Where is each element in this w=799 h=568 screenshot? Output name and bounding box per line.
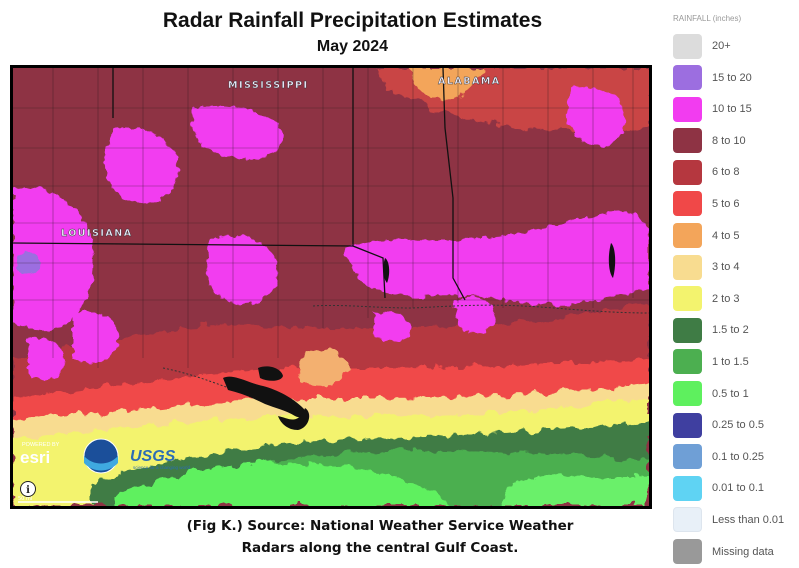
scale-bar: 50 mi bbox=[18, 496, 98, 503]
rain-zone-0.5-1 bbox=[113, 463, 453, 506]
legend-label: 20+ bbox=[712, 40, 731, 52]
legend-label: 6 to 8 bbox=[712, 166, 740, 179]
county-boundaries bbox=[13, 68, 649, 368]
legend-label: 0.1 to 0.25 bbox=[712, 450, 764, 463]
usgs-logo: USGS science for a changing world bbox=[130, 448, 191, 470]
rain-zone-10-15-north bbox=[192, 104, 284, 160]
rain-zone-0.5-1-east bbox=[503, 476, 649, 506]
legend-swatch bbox=[673, 96, 702, 122]
legend-swatch bbox=[673, 159, 702, 185]
legend-label: 1.5 to 2 bbox=[712, 324, 749, 337]
legend-label: 1 to 1.5 bbox=[712, 355, 749, 368]
rain-zone-10-15-coast bbox=[453, 297, 496, 333]
rain-zone-10-15-gulf bbox=[373, 311, 412, 341]
esri-powered-text: POWERED BY bbox=[22, 442, 60, 448]
rain-zone-10-15-northeast bbox=[566, 87, 626, 147]
legend-item: Less than 0.01 bbox=[673, 505, 797, 535]
state-label-louisiana: LOUISIANA bbox=[61, 228, 133, 239]
info-icon-glyph: i bbox=[26, 485, 30, 496]
state-label-alabama: ALABAMA bbox=[438, 76, 501, 87]
legend-swatch bbox=[673, 349, 702, 375]
legend-label: 8 to 10 bbox=[712, 134, 746, 147]
legend-item: 0.1 to 0.25 bbox=[673, 442, 797, 472]
legend-label: Missing data bbox=[712, 545, 774, 558]
legend-item: 1 to 1.5 bbox=[673, 347, 797, 377]
river-delta bbox=[223, 376, 306, 418]
lake-pontchartrain bbox=[258, 366, 283, 381]
legend-items: 20+ 15 to 20 10 to 15 8 to 10 6 to 8 5 to 6 4 … bbox=[673, 31, 797, 567]
esri-logo: POWERED BY esri bbox=[20, 442, 60, 467]
legend-label: 5 to 6 bbox=[712, 197, 740, 210]
legend-item: Missing data bbox=[673, 537, 797, 567]
rain-zone-3-4-east bbox=[298, 348, 348, 387]
legend-swatch bbox=[673, 254, 702, 280]
caption-line-1: (Fig K.) Source: National Weather Servic… bbox=[186, 518, 574, 534]
legend-item: 0.01 to 0.1 bbox=[673, 473, 797, 503]
legend-swatch bbox=[673, 33, 702, 59]
legend-item: 4 to 5 bbox=[673, 221, 797, 251]
legend-title: RAINFALL (inches) bbox=[673, 14, 742, 23]
legend-item: 1.5 to 2 bbox=[673, 315, 797, 345]
legend-item: 3 to 4 bbox=[673, 252, 797, 282]
info-icon-circle[interactable] bbox=[20, 481, 36, 497]
legend-swatch bbox=[673, 286, 702, 312]
scale-bar-label: 50 mi bbox=[18, 496, 32, 502]
legend-item: 2 to 3 bbox=[673, 284, 797, 314]
legend-item: 15 to 20 bbox=[673, 63, 797, 93]
info-icon[interactable]: i bbox=[20, 481, 36, 497]
rain-zone-10-15-central bbox=[207, 234, 279, 304]
legend-label: 0.01 to 0.1 bbox=[712, 482, 764, 495]
legend-item: 0.5 to 1 bbox=[673, 379, 797, 409]
legend-label: 15 to 20 bbox=[712, 71, 752, 84]
state-boundaries bbox=[13, 68, 466, 301]
esri-text: esri bbox=[20, 448, 50, 467]
legend-item: 5 to 6 bbox=[673, 189, 797, 219]
usgs-tagline: science for a changing world bbox=[133, 465, 191, 470]
legend-item: 0.25 to 0.5 bbox=[673, 410, 797, 440]
noaa-logo-wave bbox=[84, 456, 118, 471]
legend-item: 8 to 10 bbox=[673, 126, 797, 156]
legend-swatch bbox=[673, 412, 702, 438]
legend-label: 2 to 3 bbox=[712, 292, 740, 305]
legend-swatch bbox=[673, 539, 702, 564]
legend-item: 10 to 15 bbox=[673, 94, 797, 124]
rain-zone-10-15-west2 bbox=[73, 312, 119, 363]
rain-zone-10-15-southwest bbox=[28, 337, 64, 380]
legend-label: 4 to 5 bbox=[712, 229, 740, 242]
legend-label: Less than 0.01 bbox=[712, 513, 785, 526]
map-subtitle: May 2024 bbox=[316, 38, 389, 55]
noaa-logo bbox=[83, 438, 119, 474]
rain-zone-10-15-swath bbox=[343, 212, 649, 305]
legend-swatch bbox=[673, 65, 702, 91]
legend-swatch bbox=[673, 223, 702, 249]
rain-zone-4-5-north bbox=[408, 68, 483, 100]
mobile-bay-river bbox=[383, 258, 390, 283]
legend-label: 3 to 4 bbox=[712, 261, 740, 274]
rainfall-legend: RAINFALL (inches) 20+ 15 to 20 10 to 15 8 t… bbox=[673, 14, 797, 568]
legend-label: 0.25 to 0.5 bbox=[712, 419, 764, 432]
rain-zone-10-15-northwest bbox=[104, 127, 179, 204]
legend-label: 10 to 15 bbox=[712, 103, 752, 116]
legend-swatch bbox=[673, 191, 702, 217]
usgs-text: USGS bbox=[130, 448, 176, 465]
map-title: Radar Rainfall Precipitation Estimates bbox=[162, 9, 543, 32]
rain-zone-15-20 bbox=[18, 252, 42, 275]
rainfall-map[interactable]: MISSISSIPPI ALABAMA LOUISIANA POWERED BY… bbox=[10, 65, 652, 509]
caption-line-2: Radars along the central Gulf Coast. bbox=[241, 540, 519, 556]
legend-label: 0.5 to 1 bbox=[712, 387, 749, 400]
legend-item: 6 to 8 bbox=[673, 157, 797, 187]
legend-swatch bbox=[673, 317, 702, 343]
rainfall-map-canvas[interactable]: MISSISSIPPI ALABAMA LOUISIANA POWERED BY… bbox=[13, 68, 649, 506]
state-label-mississippi: MISSISSIPPI bbox=[228, 80, 309, 91]
legend-swatch bbox=[673, 381, 702, 407]
legend-swatch bbox=[673, 507, 702, 533]
mobile-bay bbox=[608, 243, 616, 278]
legend-swatch bbox=[673, 475, 702, 501]
legend-swatch bbox=[673, 128, 702, 154]
legend-item: 20+ bbox=[673, 31, 797, 61]
delta-islands bbox=[278, 408, 310, 430]
legend-swatch bbox=[673, 444, 702, 470]
